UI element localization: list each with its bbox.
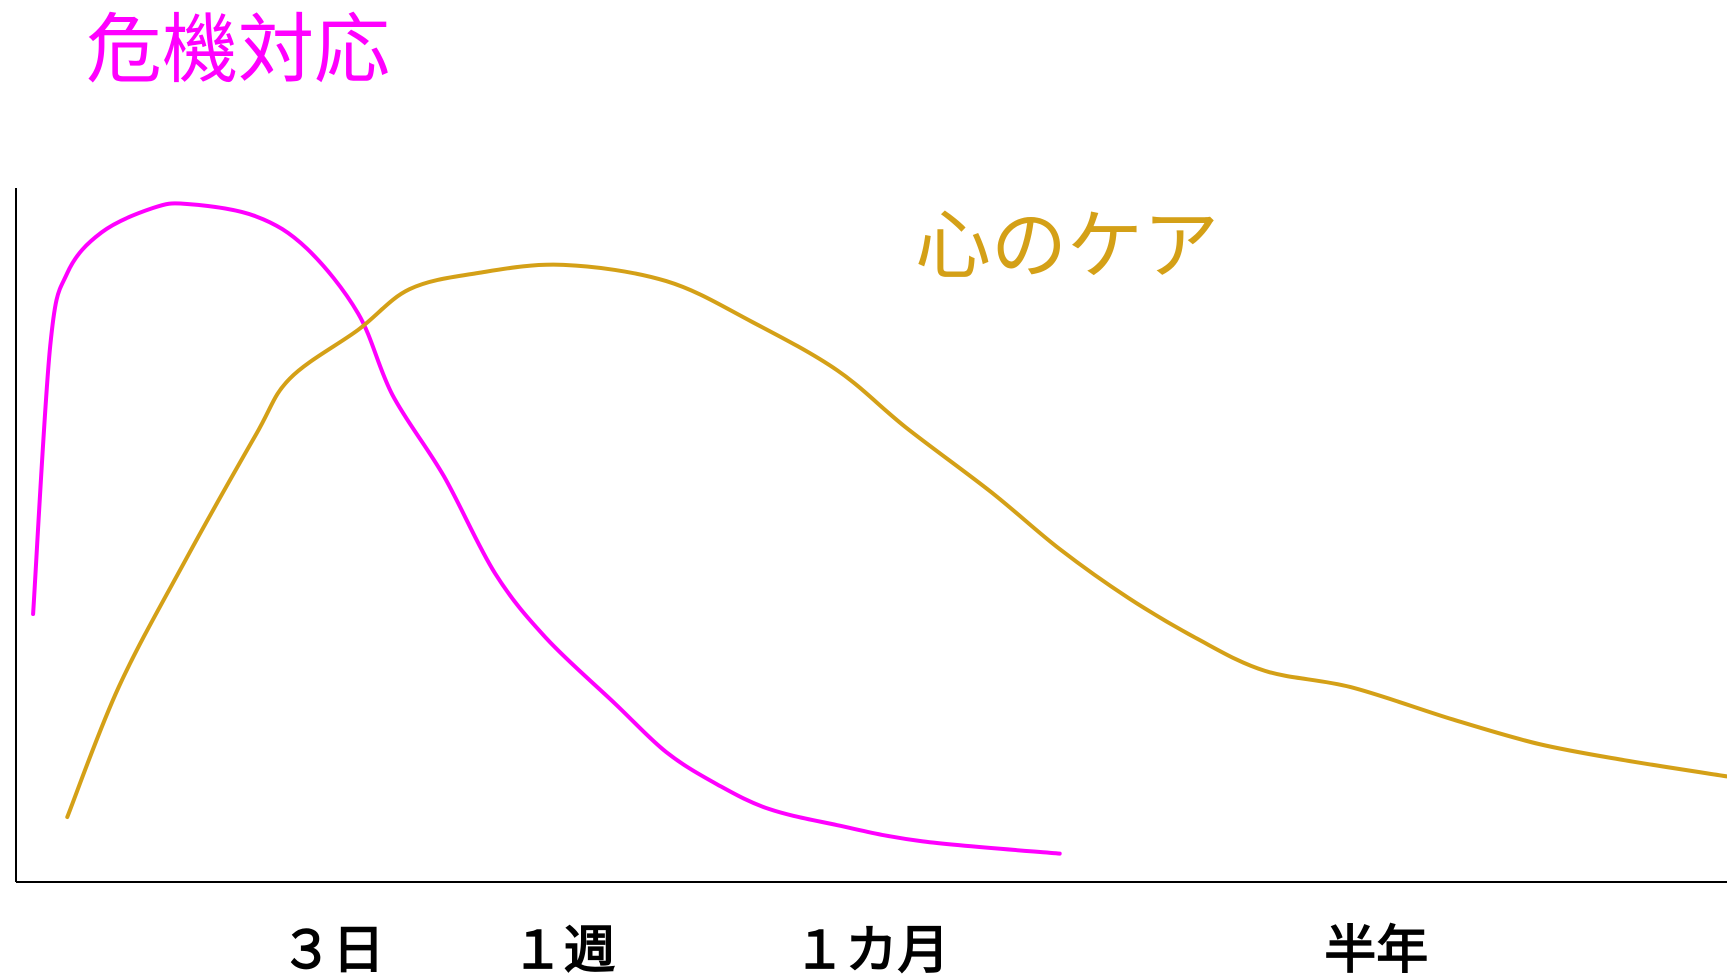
series-line-mental-care — [65, 262, 1727, 819]
x-tick-label-3-days: ３日 — [280, 921, 384, 979]
series-label-mental-care: 心のケア — [915, 201, 1219, 290]
series-line-crisis-response — [31, 201, 1062, 856]
series-label-crisis-response: 危機対応 — [86, 5, 390, 94]
x-tick-label-1-month: １カ月 — [793, 921, 949, 979]
x-tick-label-1-week: １週 — [511, 921, 615, 979]
x-tick-label-half-year: 半年 — [1324, 921, 1428, 979]
